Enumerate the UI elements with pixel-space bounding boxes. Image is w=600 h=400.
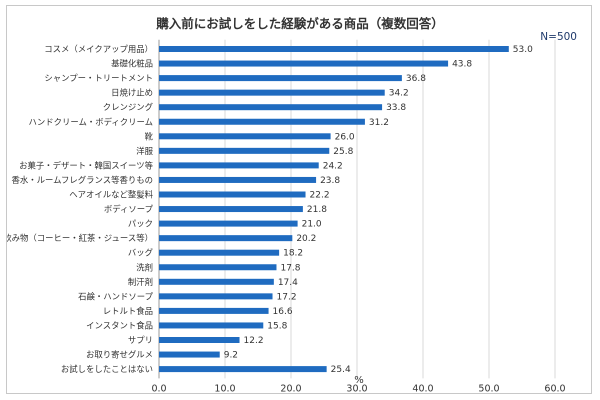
category-label: ヘアオイルなど整髪料	[69, 190, 153, 200]
value-label: 31.2	[369, 118, 389, 128]
category-label: 基礎化粧品	[111, 59, 153, 69]
category-label: ボディソープ	[104, 204, 154, 214]
x-tick-label: 60.0	[544, 383, 565, 394]
x-axis-title: %	[354, 375, 364, 386]
category-label: お菓子・デザート・韓国スイーツ等	[19, 160, 153, 170]
category-label: コスメ（メイクアップ用品）	[44, 44, 153, 54]
value-label: 17.2	[277, 292, 297, 302]
x-tick-labels: 0.0 10.0 20.0 30.0 40.0 50.0 60.0	[151, 383, 565, 394]
bar	[159, 337, 240, 343]
value-label: 12.2	[244, 336, 264, 346]
value-label: 53.0	[513, 45, 533, 55]
value-label: 21.0	[302, 220, 322, 230]
value-labels: 53.0 43.8 36.8 34.2 33.8 31.2 26.0 25.8 24.2 23.8…	[224, 45, 533, 375]
category-label: レトルト食品	[103, 306, 153, 316]
category-label: クレンジング	[103, 102, 154, 112]
x-tick-label: 30.0	[346, 383, 367, 394]
category-label: 靴	[145, 131, 154, 141]
category-label: バッグ	[128, 248, 154, 258]
bar	[159, 235, 293, 242]
x-tick-label: 10.0	[214, 383, 235, 394]
category-label: インスタント食品	[86, 320, 153, 330]
category-label: 洋服	[136, 146, 153, 156]
value-label: 17.8	[280, 263, 300, 273]
x-tick-label: 50.0	[478, 383, 499, 394]
category-label: ハンドクリーム・ボディクリーム	[28, 117, 153, 127]
category-label: サプリ	[128, 335, 153, 345]
category-label: お試しをしたことはない	[61, 364, 153, 374]
bar	[159, 264, 277, 271]
bar	[159, 278, 274, 285]
value-label: 17.4	[278, 278, 298, 288]
x-tick-label: 0.0	[151, 383, 166, 394]
bar	[159, 162, 319, 169]
category-label: 洗剤	[136, 262, 153, 272]
value-label: 9.2	[224, 351, 238, 361]
bar	[159, 60, 449, 67]
value-label: 34.2	[389, 89, 409, 99]
category-label: 日焼け止め	[111, 88, 153, 98]
bar	[159, 75, 402, 82]
category-label: 制汗剤	[128, 277, 153, 287]
bar	[159, 307, 269, 314]
value-label: 18.2	[283, 249, 303, 259]
sample-size-note: N=500	[540, 31, 577, 43]
bar	[159, 191, 306, 198]
value-label: 20.2	[296, 234, 316, 244]
bar	[159, 351, 220, 358]
value-label: 15.8	[267, 321, 287, 331]
category-label: お取り寄せグルメ	[86, 350, 153, 360]
value-label: 26.0	[335, 132, 355, 142]
bars	[159, 46, 509, 373]
bar	[159, 322, 264, 329]
bar	[159, 366, 327, 373]
bar	[159, 176, 317, 183]
value-label: 33.8	[386, 103, 406, 113]
category-label: 石鹸・ハンドソープ	[78, 291, 153, 301]
bar	[159, 46, 509, 52]
bar	[159, 206, 303, 213]
bar	[159, 118, 365, 125]
bar	[159, 220, 298, 227]
bar	[159, 104, 383, 111]
category-label: パック	[128, 219, 153, 229]
category-label: 飲み物（コーヒー・紅茶・ジュース等）	[7, 233, 153, 243]
chart-title: 購入前にお試しをした経験がある商品（複数回答）	[155, 16, 444, 31]
category-labels: コスメ（メイクアップ用品） 基礎化粧品シャンプー・トリートメント日焼け止めクレンジ…	[7, 44, 154, 374]
value-label: 25.8	[333, 147, 353, 157]
bar-chart: 購入前にお試しをした経験がある商品（複数回答） N=500 コスメ（メイクアップ…	[7, 16, 577, 394]
value-label: 23.8	[320, 176, 340, 186]
value-label: 43.8	[452, 60, 472, 70]
value-label: 16.6	[273, 307, 293, 317]
bar	[159, 249, 280, 256]
chart-frame: 購入前にお試しをした経験がある商品（複数回答） N=500 コスメ（メイクアップ…	[6, 5, 592, 394]
bar	[159, 147, 330, 154]
value-label: 22.2	[310, 191, 330, 201]
x-tick-label: 20.0	[280, 383, 301, 394]
bar	[159, 89, 385, 96]
bar	[159, 293, 273, 300]
category-label: 香水・ルームフレグランス等香りもの	[12, 175, 153, 185]
bar	[159, 133, 331, 140]
x-tick-label: 40.0	[412, 383, 433, 394]
value-label: 36.8	[406, 74, 426, 84]
value-label: 21.8	[307, 205, 327, 215]
category-label: シャンプー・トリートメント	[44, 73, 153, 83]
value-label: 24.2	[323, 161, 343, 171]
value-label: 25.4	[331, 365, 351, 375]
